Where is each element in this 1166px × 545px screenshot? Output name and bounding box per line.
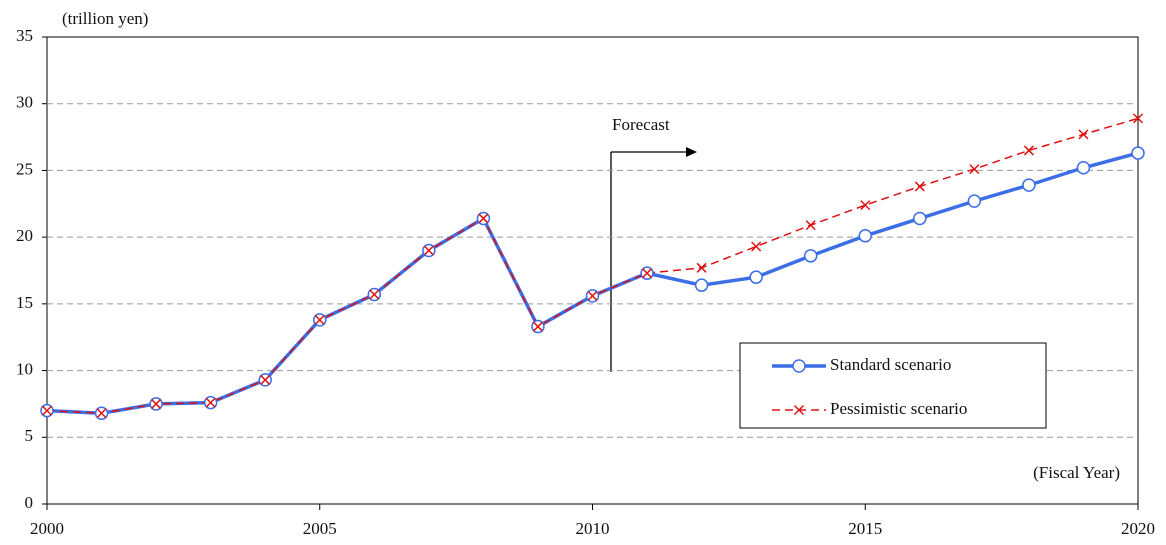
- legend-label: Pessimistic scenario: [830, 399, 967, 418]
- marker: [41, 405, 53, 416]
- marker: [532, 321, 543, 332]
- y-tick-label: 30: [16, 93, 33, 112]
- marker: [858, 229, 872, 243]
- marker: [803, 249, 818, 263]
- y-tick-label: 25: [16, 159, 33, 178]
- marker: [1076, 161, 1091, 175]
- marker: [1022, 178, 1036, 192]
- marker: [478, 213, 489, 224]
- marker: [1132, 113, 1144, 124]
- marker: [1078, 129, 1089, 140]
- y-tick-label: 0: [25, 493, 34, 512]
- x-tick-label: 2000: [30, 519, 64, 538]
- annotation: Forecast: [612, 115, 670, 134]
- marker: [587, 290, 598, 301]
- marker: [751, 241, 762, 252]
- marker: [967, 194, 982, 208]
- x-tick-label: 2010: [576, 519, 610, 538]
- marker: [423, 245, 434, 256]
- marker: [1131, 146, 1145, 160]
- marker: [914, 181, 925, 192]
- y-tick-label: 35: [16, 26, 33, 45]
- legend-marker: [792, 359, 806, 373]
- forecast-arrowhead: [686, 147, 697, 157]
- marker: [696, 262, 707, 273]
- marker: [205, 397, 216, 408]
- x-tick-label: 2005: [303, 519, 337, 538]
- legend: Standard scenario Pessimistic scenario: [739, 342, 1047, 429]
- x-axis-label: (Fiscal Year): [1033, 463, 1120, 482]
- marker: [805, 220, 816, 231]
- marker: [151, 398, 162, 409]
- x-tick-label: 2015: [848, 519, 882, 538]
- y-tick-label: 5: [25, 426, 34, 445]
- marker: [913, 211, 927, 226]
- marker: [369, 289, 380, 300]
- plot-frame: [46, 36, 1139, 505]
- marker: [96, 408, 107, 419]
- x-tick-label: 2020: [1121, 519, 1155, 538]
- marker: [969, 164, 980, 175]
- y-tick-label: 10: [16, 359, 33, 378]
- marker: [1023, 145, 1034, 156]
- y-tick-label: 20: [16, 226, 33, 245]
- marker: [642, 268, 653, 279]
- marker: [860, 200, 871, 211]
- legend-marker: [793, 404, 805, 416]
- marker: [260, 374, 271, 385]
- marker: [749, 270, 763, 284]
- marker: [694, 278, 709, 292]
- y-tick-label: 15: [16, 293, 33, 312]
- legend-box: [739, 342, 1047, 429]
- y-axis-label: (trillion yen): [62, 9, 148, 28]
- legend-label: Standard scenario: [830, 355, 951, 374]
- marker: [314, 314, 325, 325]
